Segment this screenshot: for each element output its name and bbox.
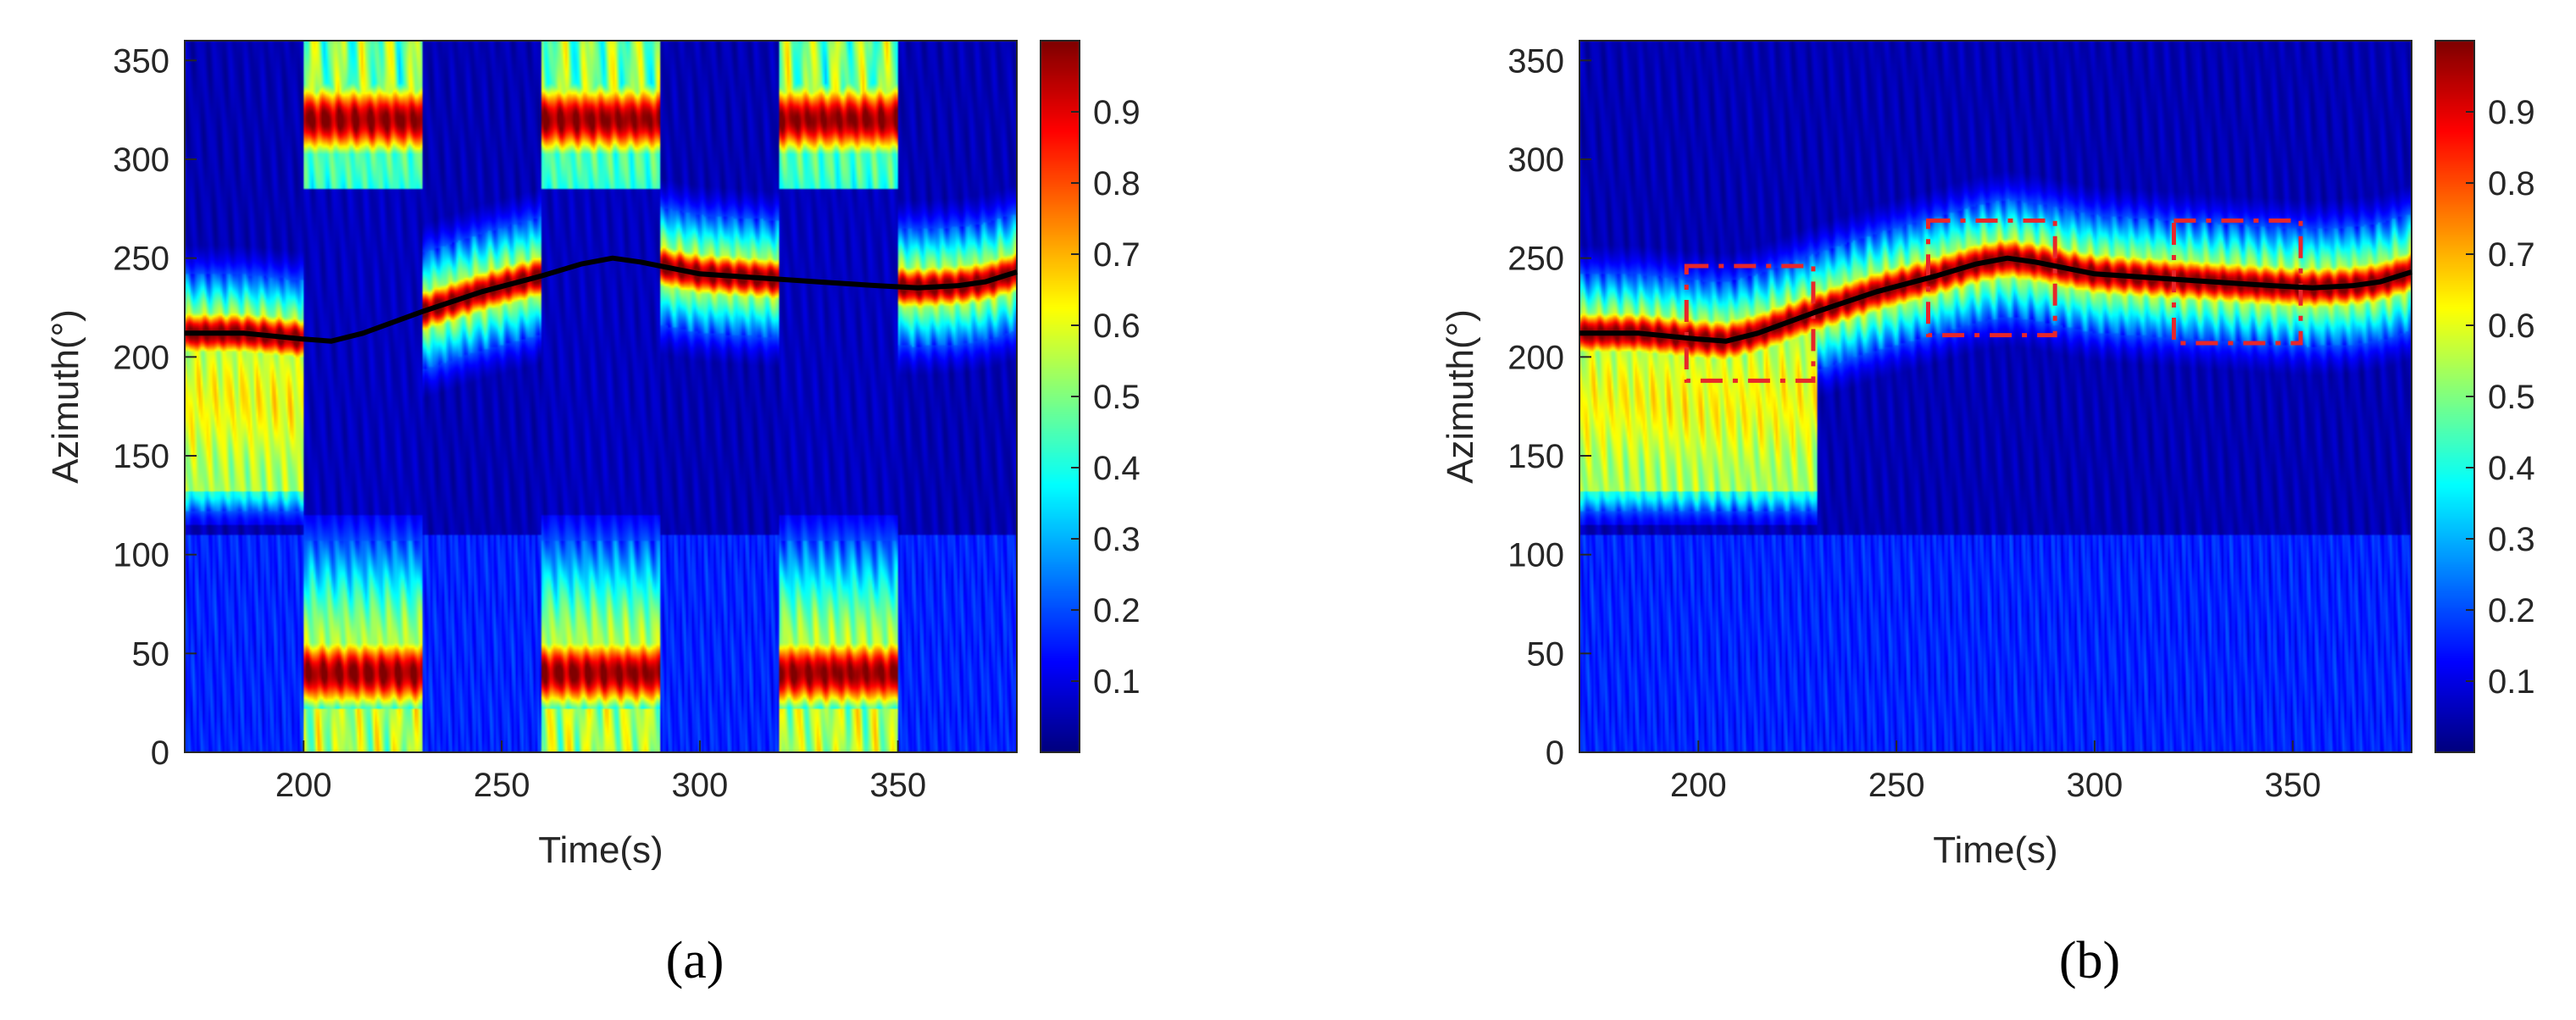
y-tick-label: 100 bbox=[1507, 537, 1564, 574]
x-tick-label: 300 bbox=[2067, 767, 2124, 804]
y-tick-label: 0 bbox=[151, 735, 169, 772]
track-line-b bbox=[1579, 255, 2412, 344]
track-line-a bbox=[185, 255, 1018, 344]
x-tick-label: 250 bbox=[474, 767, 530, 804]
heatmap-a-frame bbox=[184, 40, 1018, 753]
heatmap-b-frame bbox=[1579, 40, 2412, 753]
heatmap-b-image bbox=[1579, 41, 2412, 752]
panel-a: 200 250 300 350 0 50 100 150 200 250 300 350 Time(… bbox=[45, 40, 1141, 990]
panel-label-a: (a) bbox=[666, 932, 724, 990]
annotation-dashed-box bbox=[1684, 263, 1816, 383]
x-axis-ticks-a: 200 250 300 350 bbox=[275, 740, 926, 804]
colorbar-tick-label: 0.6 bbox=[2488, 308, 2535, 345]
x-tick-label: 300 bbox=[672, 767, 729, 804]
y-tick-label: 350 bbox=[113, 42, 169, 80]
y-tick-label: 150 bbox=[113, 438, 169, 475]
colorbar-tick-label: 0.7 bbox=[2488, 236, 2535, 274]
y-axis-ticks-a: 0 50 100 150 200 250 300 350 bbox=[113, 42, 197, 772]
colorbar-tick-label: 0.2 bbox=[1093, 592, 1141, 629]
colorbar-tick-label: 0.2 bbox=[2488, 592, 2535, 629]
y-tick-label: 50 bbox=[132, 635, 170, 673]
colorbar-tick-label: 0.8 bbox=[1093, 165, 1141, 202]
x-axis-ticks-b: 200 250 300 350 bbox=[1670, 740, 2321, 804]
y-tick-label: 250 bbox=[113, 241, 169, 278]
y-tick-label: 50 bbox=[1527, 635, 1565, 673]
x-tick-label: 350 bbox=[869, 767, 926, 804]
panel-b: 200 250 300 350 0 50 100 150 200 250 300 350 Time(… bbox=[1440, 40, 2535, 990]
colorbar-tick-label: 0.3 bbox=[2488, 521, 2535, 558]
y-tick-label: 200 bbox=[1507, 339, 1564, 376]
heatmap-a-image bbox=[185, 41, 1017, 752]
panel-label-b: (b) bbox=[2059, 932, 2120, 990]
x-axis-label-b: Time(s) bbox=[1933, 829, 2057, 871]
x-tick-label: 200 bbox=[275, 767, 332, 804]
y-tick-label: 100 bbox=[113, 537, 169, 574]
colorbar-tick-label: 0.6 bbox=[1093, 308, 1141, 345]
y-tick-label: 250 bbox=[1507, 241, 1564, 278]
colorbar-tick-label: 0.4 bbox=[2488, 450, 2535, 487]
x-tick-label: 350 bbox=[2264, 767, 2321, 804]
colorbar-tick-label: 0.5 bbox=[1093, 379, 1141, 416]
colorbar-tick-label: 0.9 bbox=[1093, 94, 1141, 131]
y-tick-label: 300 bbox=[113, 141, 169, 179]
colorbar-tick-label: 0.7 bbox=[1093, 236, 1141, 274]
colorbar-tick-label: 0.9 bbox=[2488, 94, 2535, 131]
annotation-dashed-box bbox=[1926, 218, 2057, 338]
y-tick-label: 350 bbox=[1507, 42, 1564, 80]
x-axis-label-a: Time(s) bbox=[538, 829, 663, 871]
annotations-b bbox=[1684, 218, 2303, 383]
y-tick-label: 0 bbox=[1546, 735, 1564, 772]
colorbar-tick-label: 0.5 bbox=[2488, 379, 2535, 416]
colorbar-a-ticks: 0.1 0.2 0.3 0.4 0.5 0.6 0.7 0.8 0.9 bbox=[1071, 94, 1141, 701]
annotation-dashed-box bbox=[2171, 218, 2303, 346]
colorbar-tick-label: 0.1 bbox=[1093, 663, 1141, 701]
y-tick-label: 300 bbox=[1507, 141, 1564, 179]
colorbar-tick-label: 0.4 bbox=[1093, 450, 1141, 487]
x-tick-label: 250 bbox=[1868, 767, 1925, 804]
colorbar-tick-label: 0.8 bbox=[2488, 165, 2535, 202]
y-tick-label: 150 bbox=[1507, 438, 1564, 475]
y-axis-ticks-b: 0 50 100 150 200 250 300 350 bbox=[1507, 42, 1591, 772]
y-tick-label: 200 bbox=[113, 339, 169, 376]
y-axis-label-a: Azimuth(°) bbox=[45, 309, 86, 484]
colorbar-tick-label: 0.1 bbox=[2488, 663, 2535, 701]
colorbar-b-ticks: 0.1 0.2 0.3 0.4 0.5 0.6 0.7 0.8 0.9 bbox=[2466, 94, 2535, 701]
y-axis-label-b: Azimuth(°) bbox=[1440, 309, 1481, 484]
colorbar-tick-label: 0.3 bbox=[1093, 521, 1141, 558]
x-tick-label: 200 bbox=[1670, 767, 1727, 804]
